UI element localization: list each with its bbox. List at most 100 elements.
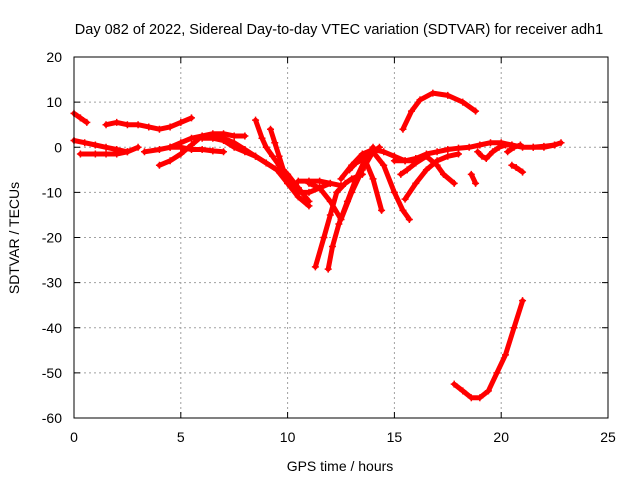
y-tick-label: -20: [42, 230, 62, 246]
data-point: [177, 143, 185, 151]
x-tick-label: 15: [387, 429, 403, 445]
data-point: [305, 188, 313, 196]
data-point: [76, 150, 84, 158]
data-point: [76, 114, 84, 122]
data-point: [198, 134, 206, 142]
data-point: [326, 197, 334, 205]
x-tick-label: 25: [600, 429, 616, 445]
data-point: [337, 175, 345, 183]
data-point: [262, 159, 270, 167]
data-point: [241, 146, 249, 154]
data-point: [134, 121, 142, 129]
data-point: [454, 144, 462, 152]
data-point: [294, 188, 302, 196]
data-point: [422, 152, 430, 160]
data-point: [422, 166, 430, 174]
data-point: [113, 118, 121, 126]
data-point: [489, 148, 497, 156]
data-point: [177, 118, 185, 126]
data-point: [476, 394, 484, 402]
data-point: [258, 134, 266, 142]
data-point: [557, 139, 565, 147]
data-point: [134, 143, 142, 151]
x-axis-label: GPS time / hours: [287, 458, 394, 474]
data-point: [487, 139, 495, 147]
data-point: [209, 134, 217, 142]
data-point: [360, 152, 368, 160]
x-tick-labels: 0 5 10 15 20 25: [70, 429, 616, 445]
data-point: [467, 394, 475, 402]
series-trace-22: [397, 152, 458, 187]
data-point: [399, 206, 407, 214]
data-point: [335, 220, 343, 228]
series-line: [391, 140, 558, 164]
data-point: [209, 147, 217, 155]
data-point: [316, 184, 324, 192]
data-point: [401, 157, 409, 165]
data-point: [510, 324, 518, 332]
data-point: [551, 141, 559, 149]
data-point: [380, 148, 388, 156]
data-point: [450, 179, 458, 187]
series-line: [451, 298, 526, 401]
series-line: [530, 140, 564, 150]
x-tick-label: 5: [177, 429, 185, 445]
data-point: [220, 148, 228, 156]
series-line: [509, 162, 526, 175]
data-point: [444, 146, 452, 154]
data-point: [273, 166, 281, 174]
data-point: [123, 121, 131, 129]
data-point: [358, 166, 366, 174]
data-point: [252, 116, 260, 124]
data-point: [484, 387, 492, 395]
data-point: [341, 179, 349, 187]
data-point: [399, 125, 407, 133]
data-point: [140, 148, 148, 156]
data-point: [495, 143, 503, 151]
data-point: [145, 123, 153, 131]
series-trace-27: [529, 139, 565, 151]
series-trace-2: [102, 114, 195, 133]
data-point: [465, 143, 473, 151]
data-point: [472, 107, 480, 115]
data-point: [529, 143, 537, 151]
data-point: [390, 157, 398, 165]
data-point: [519, 297, 527, 305]
data-point: [444, 91, 452, 99]
series-trace-19: [399, 89, 480, 133]
data-point: [326, 211, 334, 219]
data-point: [220, 134, 228, 142]
data-point: [390, 188, 398, 196]
data-point: [459, 98, 467, 106]
x-tick-label: 10: [280, 429, 296, 445]
data-point: [407, 107, 415, 115]
series-trace-18: [354, 148, 413, 223]
data-point: [354, 157, 362, 165]
data-point: [177, 150, 185, 158]
data-point: [166, 157, 174, 165]
data-point: [326, 179, 334, 187]
data-point: [508, 161, 516, 169]
axis-ticks: [73, 56, 609, 419]
data-point: [166, 143, 174, 151]
data-point: [316, 177, 324, 185]
data-point: [501, 141, 509, 149]
series-trace-1: [70, 109, 91, 126]
data-point: [337, 215, 345, 223]
data-point: [187, 146, 195, 154]
data-point: [397, 170, 405, 178]
data-point: [512, 164, 520, 172]
data-point: [166, 123, 174, 131]
data-point: [324, 265, 332, 273]
data-point: [187, 114, 195, 122]
data-point: [459, 387, 467, 395]
data-point: [187, 134, 195, 142]
series-trace-25: [508, 161, 527, 176]
series-trace-16: [337, 146, 420, 183]
data-point: [252, 152, 260, 160]
data-point: [440, 170, 448, 178]
y-tick-label: -10: [42, 184, 62, 200]
data-point: [378, 206, 386, 214]
data-point: [333, 188, 341, 196]
